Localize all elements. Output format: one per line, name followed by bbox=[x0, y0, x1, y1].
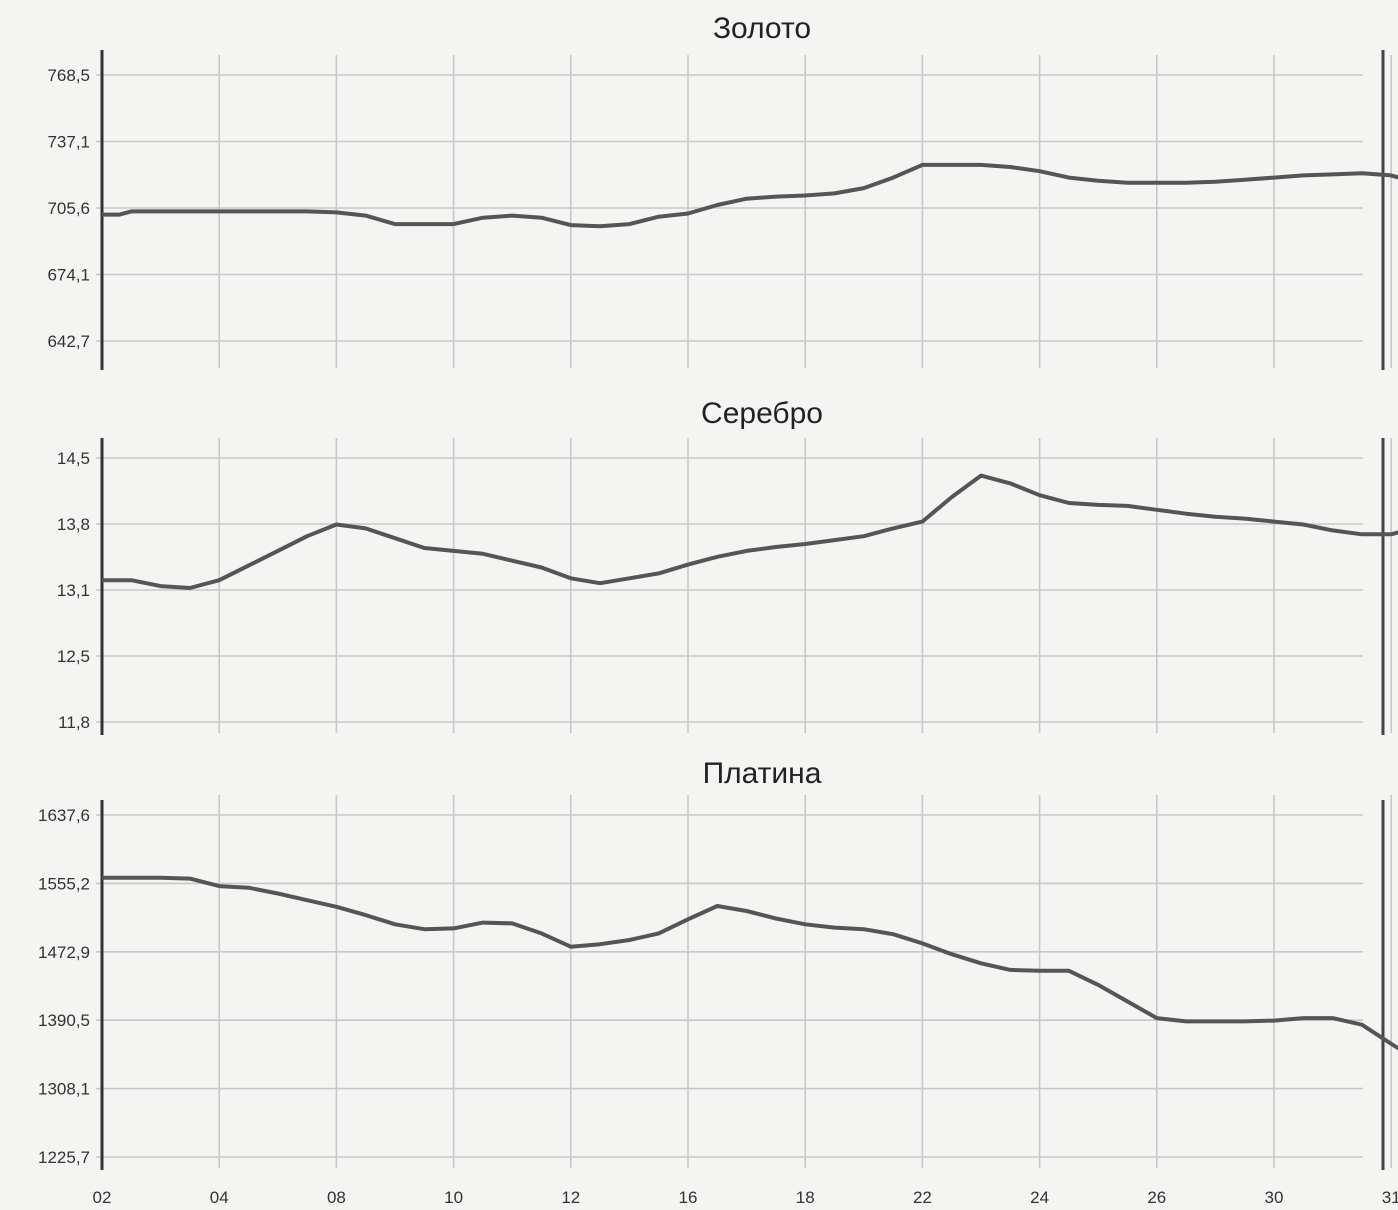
y-tick-label: 768,5 bbox=[47, 66, 90, 85]
chart-silver: 14,5 13,8 13,1 12,5 11,8 Серебро bbox=[57, 397, 1398, 735]
y-tick-label: 12,5 bbox=[57, 647, 90, 666]
series-line bbox=[102, 875, 1398, 1051]
y-tick-label: 1225,7 bbox=[38, 1148, 90, 1167]
y-tick-label: 1308,1 bbox=[38, 1080, 90, 1099]
x-tick-label: 10 bbox=[444, 1188, 463, 1207]
y-tick-label: 642,7 bbox=[47, 332, 90, 351]
x-tick-label: 16 bbox=[679, 1188, 698, 1207]
y-tick-label: 737,1 bbox=[47, 133, 90, 152]
x-tick-label: 12 bbox=[561, 1188, 580, 1207]
y-tick-label: 13,8 bbox=[57, 515, 90, 534]
y-tick-label: 1637,6 bbox=[38, 806, 90, 825]
x-tick-label: 26 bbox=[1147, 1188, 1166, 1207]
y-tick-label: 1555,2 bbox=[38, 874, 90, 893]
series-line bbox=[102, 473, 1398, 590]
x-tick-label: 24 bbox=[1030, 1188, 1049, 1207]
y-tick-label: 705,6 bbox=[47, 199, 90, 218]
x-tick-label: 31 bbox=[1382, 1188, 1398, 1207]
x-tick-label: 22 bbox=[913, 1188, 932, 1207]
chart-gold: 768,5 737,1 705,6 674,1 642,7 Золото bbox=[47, 12, 1398, 370]
x-tick-label: 04 bbox=[210, 1188, 229, 1207]
x-tick-label: 30 bbox=[1265, 1188, 1284, 1207]
x-tick-label: 02 bbox=[93, 1188, 112, 1207]
y-tick-label: 674,1 bbox=[47, 266, 90, 285]
y-tick-label: 14,5 bbox=[57, 449, 90, 468]
series-line bbox=[102, 162, 1398, 229]
x-tick-label: 08 bbox=[327, 1188, 346, 1207]
chart-title: Золото bbox=[713, 12, 811, 45]
y-tick-label: 11,8 bbox=[58, 713, 90, 732]
x-tick-label: 18 bbox=[796, 1188, 815, 1207]
y-tick-label: 13,1 bbox=[57, 581, 90, 600]
y-tick-label: 1472,9 bbox=[38, 943, 90, 962]
chart-title: Серебро bbox=[701, 397, 823, 430]
chart-platinum: 1637,6 1555,2 1472,9 1390,5 1308,1 1225,7 Плат… bbox=[38, 757, 1398, 1170]
chart-title: Платина bbox=[703, 757, 822, 790]
x-axis-labels: 02 04 08 10 12 16 18 22 24 26 30 31 bbox=[93, 1188, 1398, 1207]
y-tick-label: 1390,5 bbox=[38, 1011, 90, 1030]
